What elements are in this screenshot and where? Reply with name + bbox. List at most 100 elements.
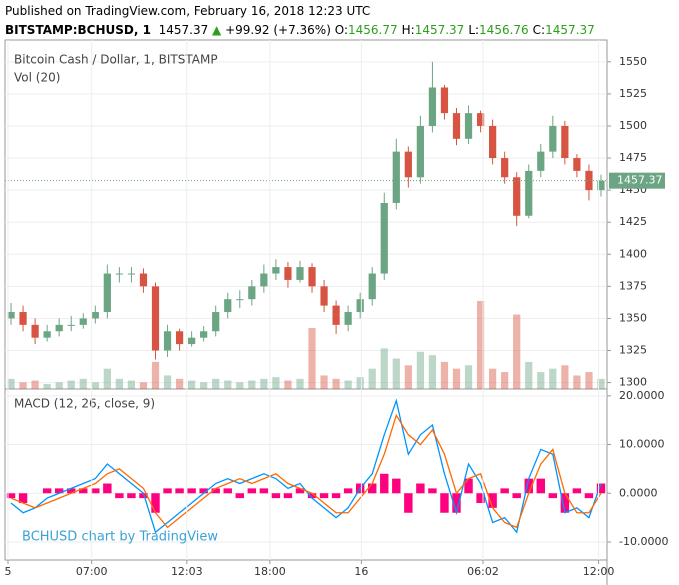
arrow: ▲ <box>212 23 222 37</box>
histogram-bar <box>404 493 413 513</box>
histogram-bar <box>440 493 449 513</box>
y-tick-label: 1525 <box>619 87 647 100</box>
candle-body <box>296 267 304 280</box>
candle-body <box>188 337 196 345</box>
volume-bar <box>597 378 605 389</box>
candle-body <box>103 273 111 313</box>
volume-bar <box>513 314 521 389</box>
candle-body <box>308 267 316 287</box>
candle-body <box>248 286 256 300</box>
histogram-bar <box>199 488 208 494</box>
histogram-bar <box>428 488 437 494</box>
histogram-bar <box>103 483 112 494</box>
y-tick-label: 1400 <box>619 247 647 260</box>
ohlc-label: H: <box>401 23 415 37</box>
volume-bar <box>248 380 256 389</box>
candle-body <box>464 113 473 139</box>
histogram-bar <box>548 493 558 499</box>
volume-bar <box>31 380 39 389</box>
volume-bar <box>537 372 545 389</box>
histogram-bar <box>115 493 124 499</box>
ohlc: O:1456.77 H:1457.37 L:1456.76 C:1457.37 <box>335 23 599 37</box>
histogram-bar <box>560 493 570 513</box>
volume-bar <box>428 355 437 389</box>
candle-body <box>344 312 352 325</box>
volume-bar <box>43 383 51 389</box>
x-tick-label: 5 <box>5 565 12 578</box>
volume-bar <box>392 358 400 389</box>
volume-label: Vol (20) <box>14 71 60 85</box>
volume-bar <box>561 365 569 389</box>
histogram-bar <box>91 488 100 494</box>
volume-bar <box>476 301 485 389</box>
volume-bar <box>91 382 99 389</box>
volume-bar <box>573 375 581 389</box>
header: Published on TradingView.com, February 1… <box>5 2 599 40</box>
candle-body <box>404 151 412 178</box>
volume-bar <box>115 378 123 389</box>
histogram-bar <box>572 488 582 494</box>
candle-body <box>501 158 509 178</box>
histogram-bar <box>368 483 377 494</box>
volume-bar <box>464 365 473 389</box>
candle-body <box>452 113 461 139</box>
x-tick-label: 16 <box>354 565 368 578</box>
histogram-bar <box>6 493 16 499</box>
candle-body <box>513 177 521 216</box>
volume-bar <box>127 380 136 389</box>
candle-body <box>151 286 160 351</box>
histogram-bar <box>54 488 64 494</box>
volume-bar <box>489 368 497 389</box>
histogram-bar <box>163 488 172 494</box>
candle-body <box>597 180 605 191</box>
volume-bar <box>19 382 27 389</box>
candle-body <box>440 87 449 114</box>
volume-bar <box>308 328 316 389</box>
candle-body <box>573 158 581 171</box>
candle-body <box>332 305 340 325</box>
volume-bar <box>200 382 208 389</box>
candle-body <box>7 312 15 319</box>
volume-bar <box>320 375 328 389</box>
volume-bar <box>79 378 87 389</box>
ohlc-value: 1457.37 <box>414 23 465 37</box>
y-tick-label: 20.0000 <box>619 389 665 402</box>
volume-bar <box>236 382 244 389</box>
volume-bar <box>175 378 184 389</box>
candle-body <box>163 331 172 351</box>
candle-body <box>320 286 328 306</box>
y-tick-label: 1325 <box>619 344 647 357</box>
volume-bar <box>404 365 412 389</box>
volume-bar <box>585 372 593 389</box>
macd-line <box>10 413 602 529</box>
volume-bar <box>284 380 292 389</box>
histogram-bar <box>223 488 232 494</box>
volume-bar <box>549 368 557 389</box>
y-tick-label: 1425 <box>619 215 647 228</box>
volume-bar <box>67 380 75 389</box>
histogram-bar <box>500 488 509 494</box>
candle-body <box>561 125 569 159</box>
candle-body <box>115 273 123 275</box>
volume-bar <box>7 378 15 389</box>
candle-body <box>236 299 244 301</box>
y-tick-label: 1475 <box>619 151 647 164</box>
volume-bar <box>296 378 304 389</box>
histogram-bar <box>67 488 76 494</box>
ohlc-value: 1456.77 <box>347 23 398 37</box>
volume-bar <box>344 380 352 389</box>
histogram-bar <box>331 493 341 499</box>
histogram-bar <box>79 488 88 494</box>
histogram-bar <box>211 488 220 494</box>
histogram-bar <box>464 478 473 494</box>
candle-body <box>549 125 557 152</box>
volume-bar <box>55 382 63 389</box>
volume-bar <box>525 361 533 389</box>
volume-bar <box>224 380 232 389</box>
candle-body <box>368 273 376 300</box>
ohlc-value: 1456.76 <box>479 23 529 37</box>
last: 1457.37 <box>158 23 209 37</box>
y-tick-label: 1550 <box>619 55 647 68</box>
candle-body <box>416 125 424 178</box>
